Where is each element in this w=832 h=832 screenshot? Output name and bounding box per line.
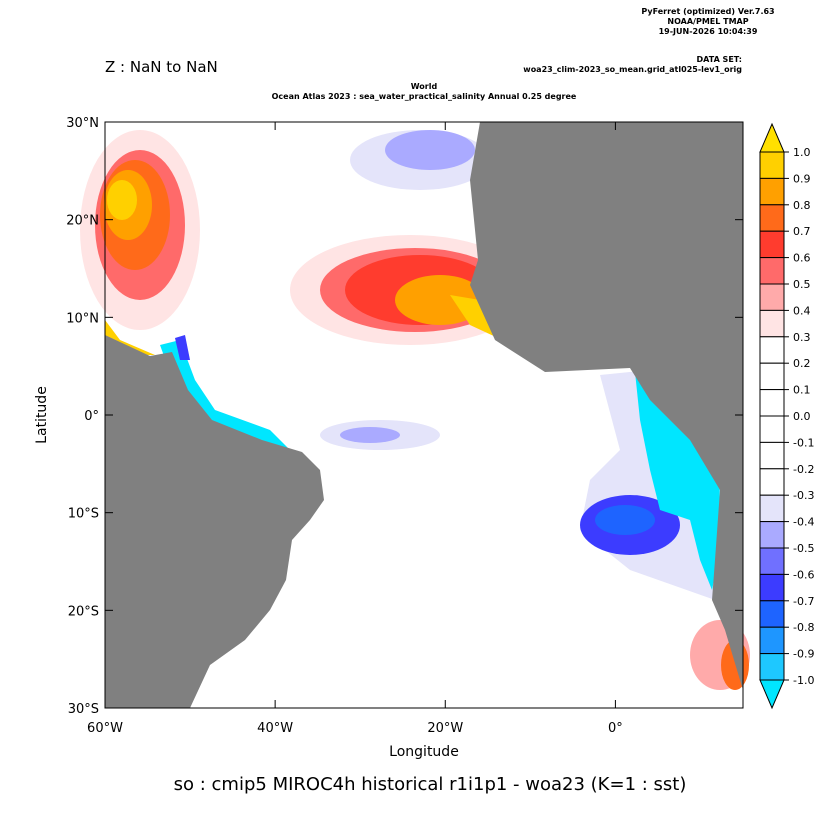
lab: NOAA/PMEL TMAP [667,17,748,26]
colorbar-label: 0.8 [793,199,811,212]
colorbar-label: 0.6 [793,252,811,265]
colorbar-band [759,389,785,417]
y-axis-label: Latitude [34,386,50,444]
colorbar-label: 0.1 [793,384,811,397]
colorbar-band [759,573,785,602]
colorbar-band [759,151,785,179]
colorbar-band [759,283,785,311]
colorbar-band [759,600,785,628]
dataset-label: DATA SET: [697,55,742,64]
colorbar-band [759,468,785,496]
x-tick-label: 20°W [427,721,463,736]
title-1: World [411,82,438,91]
colorbar-band [759,547,785,575]
y-tick-label: 10°N [66,311,99,326]
map-field [80,121,750,709]
date: 19-JUN-2026 10:04:39 [659,27,758,36]
colorbar-top-triangle [759,122,785,153]
colorbar-band [759,494,785,523]
y-tick-label: 30°S [68,702,99,717]
colorbar-label: -0.7 [793,595,814,608]
colorbar-label: -0.5 [793,542,814,555]
colorbar-label: -1.0 [793,674,814,687]
colorbar-label: 0.7 [793,225,811,238]
colorbar-band [759,521,785,549]
colorbar-label: 0.5 [793,278,811,291]
y-tick-label: 0° [84,409,99,424]
colorbar-band [759,362,785,391]
colorbar-label: 0.0 [793,410,811,423]
colorbar-band [759,177,785,206]
colorbar-band [759,257,785,285]
y-tick-label: 20°S [68,604,99,619]
footer: so : cmip5 MIROC4h historical r1i1p1 - w… [174,774,687,795]
colorbar-bottom-triangle [759,679,785,710]
z-range: Z : NaN to NaN [105,58,218,76]
colorbar-label: 0.9 [793,172,811,185]
y-tick-label: 30°N [66,116,99,131]
colorbar-label: -0.2 [793,463,814,476]
dataset: woa23_clim-2023_so_mean.grid_atl025-lev1… [523,65,742,74]
y-tick-label: 20°N [66,214,99,229]
colorbar-label: 0.4 [793,304,811,317]
colorbar-label: 0.2 [793,357,811,370]
colorbar-band [759,336,785,364]
y-tick-label: 10°S [68,507,99,522]
version: PyFerret (optimized) Ver.7.63 [641,7,774,16]
colorbar-label: -0.3 [793,489,814,502]
colorbar-label: -0.4 [793,516,814,529]
x-tick-label: 40°W [257,721,293,736]
colorbar-label: -0.6 [793,568,814,581]
colorbar-label: -0.1 [793,436,814,449]
x-tick-label: 60°W [87,721,123,736]
colorbar-band [759,415,785,443]
colorbar-band [759,441,785,470]
colorbar-band [759,309,785,338]
colorbar-band [759,653,785,681]
colorbar-band [759,626,785,655]
colorbar-label: -0.8 [793,621,814,634]
x-axis-label: Longitude [389,744,459,760]
colorbar-band [759,230,785,259]
x-tick-label: 0° [608,721,623,736]
colorbar-label: 0.3 [793,331,811,344]
colorbar-label: 1.0 [793,146,811,159]
colorbar-label: -0.9 [793,648,814,661]
colorbar-band [759,204,785,232]
title-2: Ocean Atlas 2023 : sea_water_practical_s… [272,92,577,101]
